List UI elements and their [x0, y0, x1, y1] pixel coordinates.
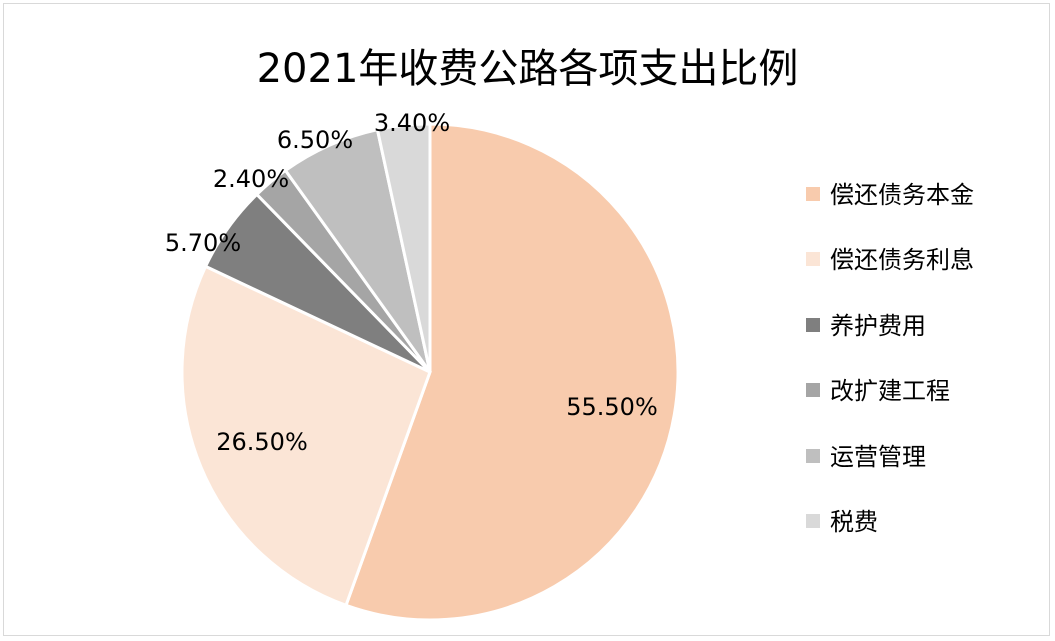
- legend-label: 运营管理: [830, 442, 926, 471]
- pie-slice-6: [375, 122, 432, 373]
- pie-slice-2: [180, 264, 432, 608]
- legend-swatch: [806, 513, 820, 528]
- legend-label: 税费: [830, 507, 878, 536]
- legend-label: 偿还债务利息: [830, 246, 974, 275]
- legend-swatch: [806, 187, 820, 201]
- legend-swatch: [806, 383, 820, 398]
- pie-slice-1: [344, 122, 680, 622]
- legend-swatch: [806, 252, 820, 267]
- legend-label: 改扩建工程: [830, 377, 950, 406]
- data-label-3: 5.70%: [165, 229, 241, 257]
- chart-title: 2021年收费公路各项支出比例: [256, 46, 799, 92]
- data-label-6: 3.40%: [374, 109, 450, 137]
- legend-label: 偿还债务本金: [830, 181, 974, 209]
- legend-label: 养护费用: [830, 311, 926, 340]
- legend-swatch: [806, 317, 820, 332]
- data-label-2: 26.50%: [216, 428, 308, 456]
- data-label-5: 6.50%: [277, 126, 353, 154]
- data-label-1: 55.50%: [566, 393, 658, 421]
- data-label-4: 2.40%: [213, 165, 289, 193]
- legend-swatch: [806, 448, 820, 463]
